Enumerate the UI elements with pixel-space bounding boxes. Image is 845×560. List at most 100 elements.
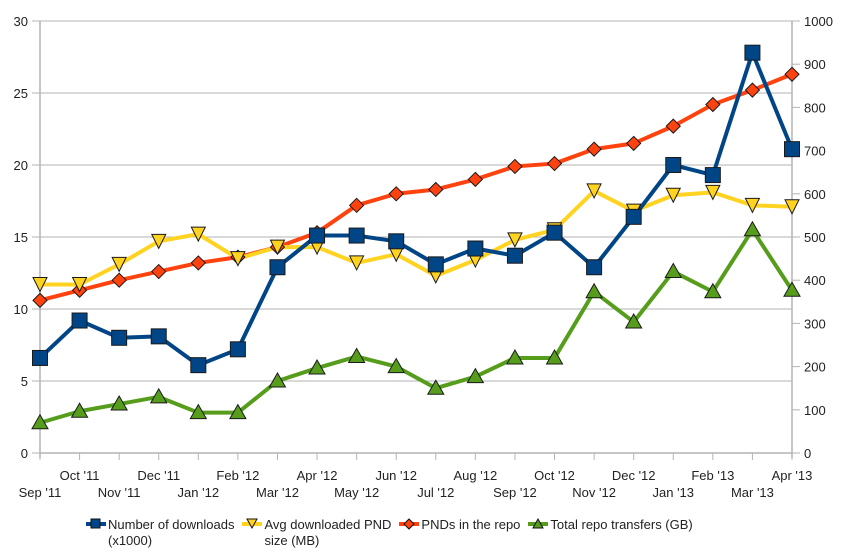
data-point — [229, 403, 247, 420]
data-point — [150, 233, 167, 250]
data-point — [783, 281, 801, 297]
series-line — [38, 50, 794, 368]
series-line — [39, 72, 793, 303]
data-point — [506, 247, 523, 264]
tick-labels: 0510152025300100200300400500600700800900… — [14, 14, 833, 500]
legend-label: Number of downloads — [108, 517, 235, 532]
y2-tick-label: 900 — [804, 57, 826, 72]
data-point — [744, 44, 761, 61]
data-point — [111, 272, 127, 288]
series-lines — [38, 50, 794, 425]
y-tick-label: 15 — [14, 230, 28, 245]
data-point — [190, 357, 207, 374]
data-point — [387, 357, 406, 374]
data-point — [268, 371, 287, 388]
x-tick-label: Sep '11 — [19, 485, 62, 500]
x-tick-label: Mar '13 — [731, 485, 774, 500]
data-point — [586, 141, 602, 157]
data-point — [31, 413, 49, 430]
data-point — [388, 186, 404, 202]
y-tick-label: 0 — [21, 446, 28, 461]
data-point — [546, 155, 563, 172]
y2-tick-label: 0 — [804, 446, 811, 461]
data-point — [111, 329, 128, 346]
data-point — [348, 255, 365, 272]
data-point — [744, 197, 761, 214]
line-chart: 0510152025300100200300400500600700800900… — [14, 14, 833, 500]
x-tick-label: Oct '12 — [534, 468, 575, 483]
data-point — [70, 402, 89, 418]
y-tick-label: 10 — [14, 302, 28, 317]
data-point — [230, 251, 246, 267]
data-point — [744, 82, 761, 98]
data-point — [309, 227, 326, 244]
legend-item-avg-size: Avg downloaded PND size (MB) — [242, 517, 391, 549]
data-point — [190, 255, 207, 271]
y-tick-label: 30 — [14, 14, 28, 29]
data-point — [149, 387, 168, 404]
gridlines — [40, 20, 792, 454]
triangle-down-marker-icon — [242, 518, 263, 530]
data-point — [665, 157, 682, 173]
y2-tick-label: 300 — [804, 316, 826, 331]
x-tick-label: Jan '13 — [653, 485, 695, 500]
y2-tick-label: 800 — [804, 100, 826, 115]
data-point — [189, 403, 208, 420]
x-tick-label: Jun '12 — [375, 468, 417, 483]
x-tick-label: Aug '12 — [454, 468, 498, 483]
x-tick-label: Feb '13 — [691, 468, 734, 483]
data-point — [426, 379, 445, 395]
y-tick-label: 5 — [21, 374, 28, 389]
data-point — [71, 312, 88, 329]
x-tick-label: Apr '13 — [772, 468, 813, 483]
x-tick-label: Nov '11 — [98, 485, 141, 500]
data-point — [507, 158, 523, 175]
data-point — [705, 184, 721, 201]
data-point — [111, 256, 127, 273]
data-point — [665, 187, 682, 204]
data-point — [784, 66, 800, 82]
data-point — [506, 348, 524, 365]
data-point — [269, 239, 286, 256]
data-point — [625, 208, 642, 225]
data-point — [466, 367, 485, 384]
x-tick-label: Nov '12 — [572, 485, 616, 500]
x-tick-label: Mar '12 — [256, 485, 299, 500]
x-tick-label: Oct '11 — [60, 468, 100, 483]
data-point — [347, 347, 366, 364]
data-point — [585, 282, 603, 299]
data-point — [784, 199, 800, 215]
y2-tick-label: 700 — [804, 144, 826, 159]
data-point — [743, 220, 762, 237]
y2-tick-label: 600 — [804, 187, 826, 202]
data-point — [229, 341, 246, 358]
x-tick-label: Apr '12 — [297, 468, 338, 483]
y2-tick-label: 200 — [804, 360, 826, 375]
y-tick-label: 20 — [14, 158, 28, 173]
series-line — [40, 188, 793, 287]
data-point — [150, 328, 167, 345]
y2-tick-label: 1000 — [804, 14, 833, 29]
y2-tick-label: 400 — [804, 273, 826, 288]
data-point — [428, 181, 444, 198]
x-tick-label: Dec '11 — [137, 468, 180, 483]
x-tick-label: Jul '12 — [417, 485, 454, 500]
series-line — [39, 227, 794, 425]
x-tick-label: Feb '12 — [216, 468, 259, 483]
y-tick-label: 25 — [14, 86, 28, 101]
data-point — [388, 233, 405, 250]
data-point — [32, 277, 48, 293]
data-point — [546, 224, 563, 241]
data-point — [151, 263, 167, 280]
y2-tick-label: 100 — [804, 403, 826, 418]
triangle-up-marker-icon — [528, 517, 549, 529]
legend-label-line2: (x1000) — [108, 533, 153, 548]
legend-item-pnds: PNDs in the repo — [399, 517, 520, 549]
square-marker-icon — [86, 518, 106, 529]
data-point — [190, 226, 207, 243]
y2-tick-label: 500 — [804, 230, 826, 245]
data-point — [427, 256, 444, 273]
x-tick-label: Dec '12 — [612, 468, 656, 483]
axes — [32, 20, 800, 460]
data-point — [269, 259, 286, 276]
